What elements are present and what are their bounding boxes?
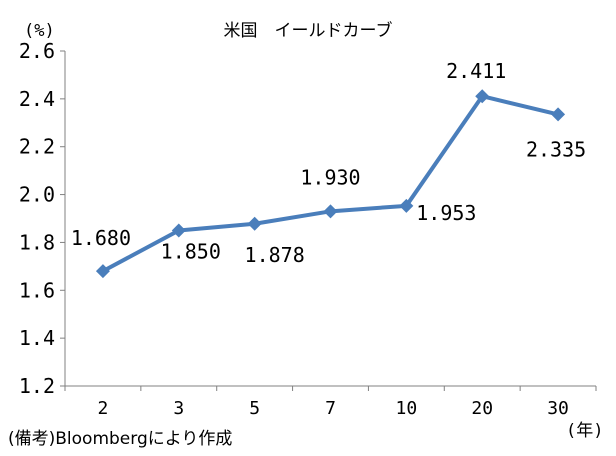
data-label: 1.878 [245, 243, 305, 267]
y-tick-label: 2.6 [19, 39, 55, 63]
y-tick-label: 2.0 [19, 183, 55, 207]
chart-title: 米国 イールドカーブ [224, 20, 393, 41]
data-label: 1.953 [416, 201, 476, 225]
source-note: (備考)Bloombergにより作成 [8, 429, 232, 449]
data-point [475, 89, 490, 104]
x-tick-labels: 2 3 5 7 10 20 30 [98, 398, 569, 419]
data-point [247, 216, 262, 231]
x-tick-label: 30 [547, 398, 569, 419]
data-point [95, 264, 110, 279]
x-tick-label: 7 [325, 398, 336, 419]
y-tick-label: 2.2 [19, 135, 55, 159]
y-tick-label: 1.2 [19, 374, 55, 398]
x-tick-label: 5 [249, 398, 260, 419]
y-tick-label: 1.4 [19, 326, 55, 350]
data-label: 1.930 [300, 165, 360, 189]
data-point [399, 198, 414, 213]
data-point [551, 107, 566, 122]
data-labels: 1.680 1.850 1.878 1.930 1.953 2.411 2.335 [71, 59, 586, 267]
data-label: 2.411 [446, 59, 506, 83]
x-tick-label: 10 [396, 398, 418, 419]
axes [60, 50, 597, 391]
data-point [323, 204, 338, 219]
y-tick-label: 1.6 [19, 278, 55, 302]
y-unit-label: (%) [24, 21, 55, 41]
y-tick-label: 2.4 [19, 87, 55, 111]
x-tick-label: 20 [471, 398, 493, 419]
markers [95, 89, 566, 279]
y-tick-label: 1.8 [19, 230, 55, 254]
data-label: 2.335 [526, 137, 586, 161]
x-tick-label: 2 [98, 398, 109, 419]
x-tick-label: 3 [173, 398, 184, 419]
y-tick-labels: 1.2 1.4 1.6 1.8 2.0 2.2 2.4 2.6 [19, 39, 55, 398]
data-point [171, 223, 186, 238]
data-label: 1.680 [71, 226, 131, 250]
data-label: 1.850 [161, 239, 221, 263]
x-unit-label: (年) [566, 421, 603, 441]
